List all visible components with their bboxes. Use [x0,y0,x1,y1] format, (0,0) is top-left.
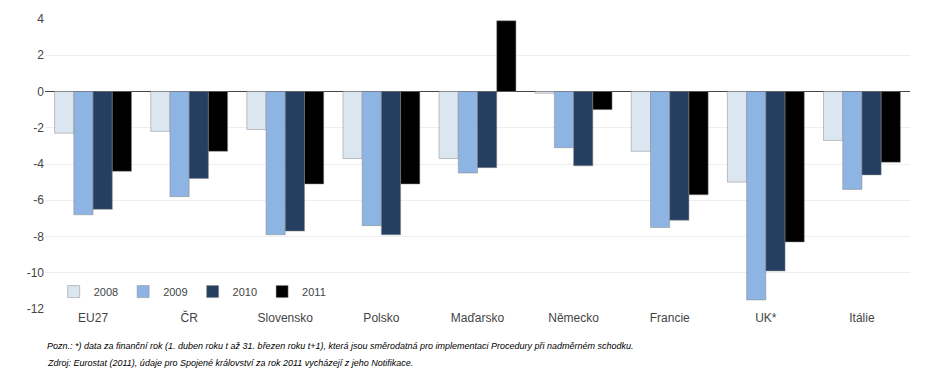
svg-text:Maďarsko: Maďarsko [451,311,505,325]
svg-text:2: 2 [37,48,44,62]
svg-text:2011: 2011 [302,286,326,298]
svg-text:UK*: UK* [755,311,777,325]
svg-text:-10: -10 [27,266,45,280]
svg-text:2009: 2009 [163,286,187,298]
svg-text:-6: -6 [33,193,44,207]
svg-text:EU27: EU27 [78,311,108,325]
svg-text:Pozn.: *) data za finanční rok: Pozn.: *) data za finanční rok (1. duben… [47,341,634,351]
svg-text:-4: -4 [33,157,44,171]
svg-text:4: 4 [37,12,44,26]
svg-text:Slovensko: Slovensko [258,311,314,325]
svg-text:Itálie: Itálie [849,311,875,325]
svg-text:-12: -12 [27,302,45,316]
svg-text:2008: 2008 [94,286,118,298]
svg-text:Německo: Německo [548,311,599,325]
svg-text:Francie: Francie [650,311,690,325]
svg-text:-8: -8 [33,230,44,244]
svg-text:ČR: ČR [180,310,198,325]
svg-text:0: 0 [37,85,44,99]
svg-text:Zdroj: Eurostat (2011), údaje: Zdroj: Eurostat (2011), údaje pro Spojen… [47,358,413,368]
svg-text:Polsko: Polsko [363,311,399,325]
svg-text:-2: -2 [33,121,44,135]
svg-text:2010: 2010 [233,286,257,298]
